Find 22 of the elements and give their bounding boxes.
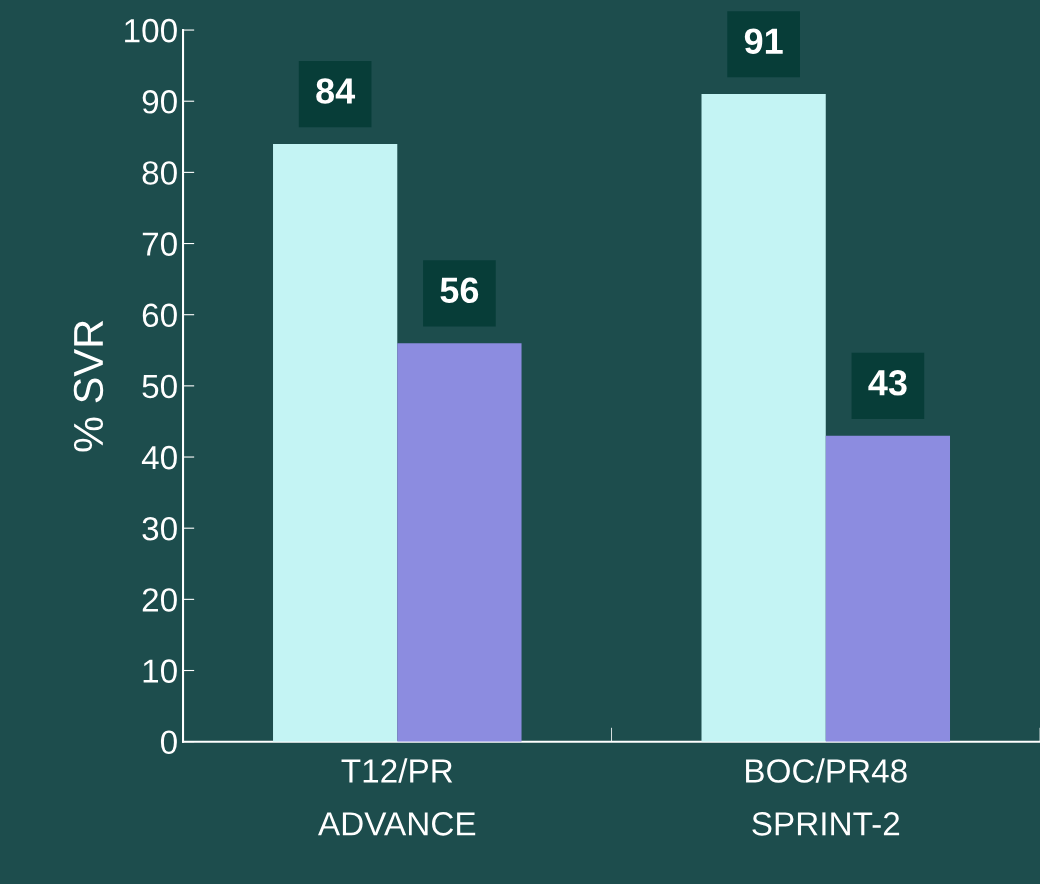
y-tick-label: 30 <box>142 516 177 541</box>
x-tick-label: T12/PR ADVANCE <box>318 758 476 836</box>
y-tick-label: 0 <box>160 730 177 755</box>
y-tick-label: 70 <box>142 232 177 256</box>
data-label: 84 <box>316 78 356 104</box>
y-tick-label: 100 <box>125 18 177 43</box>
bar <box>397 343 522 742</box>
data-label: 43 <box>868 369 907 396</box>
y-tick-label: 20 <box>142 588 177 612</box>
y-tick-label: 50 <box>142 374 177 399</box>
y-axis-title: % SVR <box>73 320 104 452</box>
y-tick-label: 40 <box>141 445 177 470</box>
y-tick-label: 90 <box>142 90 177 114</box>
bar <box>701 94 826 742</box>
data-label: 56 <box>440 277 479 304</box>
x-tick-label: BOC/PR48 SPRINT-2 <box>746 758 907 836</box>
bar <box>825 435 951 742</box>
y-tick-label: 80 <box>142 161 177 185</box>
bar <box>273 143 398 742</box>
y-tick-label: 60 <box>142 303 177 328</box>
data-label: 91 <box>744 28 783 54</box>
y-tick-label: 10 <box>143 659 177 683</box>
